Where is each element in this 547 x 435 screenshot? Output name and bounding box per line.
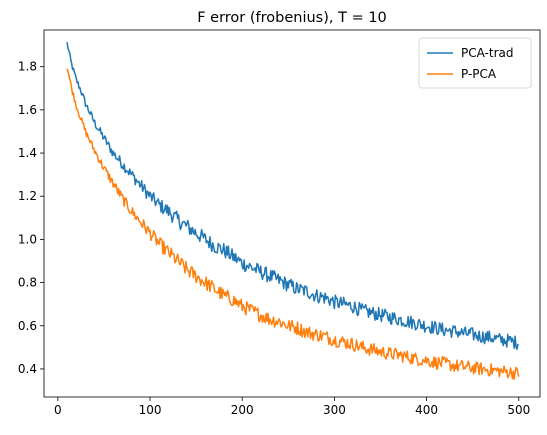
- y-tick-label-6: 1.6: [18, 103, 37, 117]
- legend-label-1: P-PCA: [461, 67, 497, 81]
- x-tick-label-0: 0: [54, 403, 62, 417]
- y-tick-label-4: 1.2: [18, 189, 37, 203]
- y-tick-label-0: 0.4: [18, 362, 37, 376]
- y-tick-label-2: 0.8: [18, 276, 37, 290]
- x-tick-label-4: 400: [415, 403, 438, 417]
- chart-title: F error (frobenius), T = 10: [197, 10, 387, 26]
- y-tick-label-7: 1.8: [18, 60, 37, 74]
- y-tick-label-3: 1.0: [18, 232, 37, 246]
- series-line-1: [66, 68, 520, 380]
- y-tick-label-5: 1.4: [18, 146, 37, 160]
- legend-label-0: PCA-trad: [461, 46, 514, 60]
- legend: PCA-trad P-PCA: [418, 37, 532, 89]
- series-layer: [66, 42, 520, 380]
- axes-layer: 0 100 200 300 400 500 0.4 0.6 0.8 1.0 1.2 1.4 1.6 1.8: [18, 29, 541, 417]
- series-line-0: [66, 42, 519, 351]
- legend-box: [418, 37, 532, 89]
- x-tick-label-5: 500: [507, 403, 530, 417]
- x-tick-label-3: 300: [323, 403, 346, 417]
- x-tick-label-1: 100: [139, 403, 162, 417]
- plot-frame: [43, 29, 541, 398]
- x-tick-label-2: 200: [231, 403, 254, 417]
- y-tick-label-1: 0.6: [18, 319, 37, 333]
